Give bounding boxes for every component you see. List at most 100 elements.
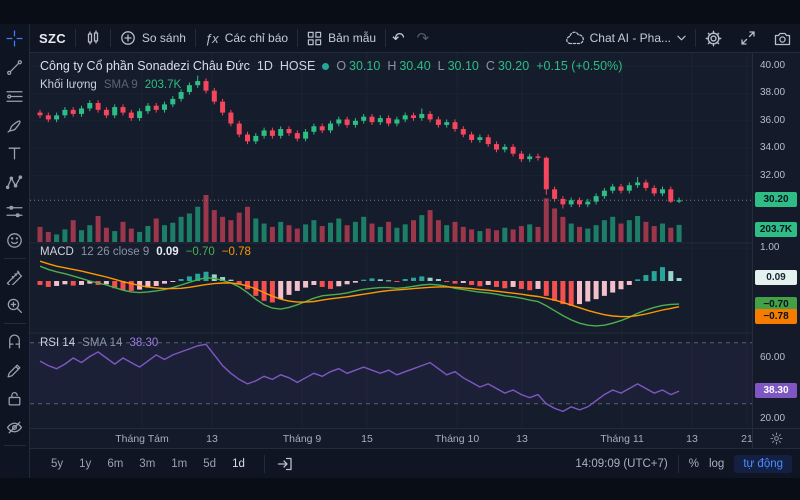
axis-value-badge: 203.7K: [755, 222, 797, 237]
eye-off-icon: [6, 421, 23, 434]
ruler-icon: [6, 270, 23, 285]
gear-icon: [705, 30, 722, 46]
crosshair-mode-button[interactable]: [0, 24, 30, 53]
time-axis[interactable]: Tháng Tám 13 Tháng 9 15 Tháng 10 13 Tháng 11 13…: [30, 428, 753, 448]
log-scale-button[interactable]: log: [708, 457, 725, 470]
axis-value-badge: 0.09: [755, 270, 797, 285]
sidebar-divider: [3, 322, 26, 324]
smiley-icon: [7, 233, 22, 248]
chat-ai-label: Chat AI - Pha...: [589, 31, 671, 45]
axis-settings-corner[interactable]: [752, 428, 800, 448]
toolbar-separator: [297, 29, 299, 47]
cloud-icon: [565, 31, 584, 45]
fib-retracement-tool[interactable]: [0, 82, 30, 111]
emoji-tool[interactable]: [0, 226, 30, 255]
toolbar-separator: [194, 29, 196, 47]
magnet-icon: [9, 334, 20, 349]
axis-tick-label: 36.00: [760, 115, 786, 126]
pattern-tool[interactable]: [0, 168, 30, 197]
toolbar-separator: [263, 454, 265, 473]
sidebar-divider: [3, 445, 26, 447]
drawing-toolbar: [0, 24, 30, 478]
forecast-tool[interactable]: [0, 197, 30, 226]
range-1m[interactable]: 1m: [171, 457, 188, 470]
fib-lines-icon: [6, 90, 23, 102]
price-axis[interactable]: 40.00 38.00 36.00 34.00 32.00 1.00 60.00 20.00 3…: [752, 53, 800, 428]
undo-button[interactable]: ↶: [392, 30, 405, 47]
range-3m[interactable]: 3m: [139, 457, 156, 470]
lock-icon: [8, 392, 21, 406]
range-5y[interactable]: 5y: [51, 457, 64, 470]
indicators-button[interactable]: ƒx Các chỉ báo: [196, 24, 297, 52]
bottom-toolbar: 5y 1y 6m 3m 1m 5d 1d 14:09:09 (UTC+7) % …: [30, 448, 800, 478]
text-icon: [8, 147, 21, 160]
grid-icon: [307, 31, 322, 45]
window-bottom-strip: [0, 478, 800, 500]
compare-button[interactable]: So sánh: [111, 24, 195, 52]
range-1y[interactable]: 1y: [79, 457, 92, 470]
text-tool[interactable]: [0, 140, 30, 169]
go-to-date-icon[interactable]: [277, 456, 293, 472]
time-tick-label: Tháng Tám: [115, 433, 169, 445]
trend-line-tool[interactable]: [0, 53, 30, 82]
axis-tick-label: 34.00: [760, 142, 786, 153]
candlestick-icon: [87, 30, 99, 45]
time-tick-label: 13: [206, 433, 218, 445]
axis-value-badge: 30.20: [755, 192, 797, 207]
magnet-mode-button[interactable]: [0, 327, 30, 356]
axis-value-badge: 38.30: [755, 383, 797, 398]
forecast-icon: [6, 205, 23, 218]
time-tick-label: 21: [741, 433, 753, 445]
pencil-icon: [7, 364, 21, 378]
sidebar-divider: [3, 258, 26, 259]
screenshot-button[interactable]: [765, 24, 800, 52]
chart-canvas[interactable]: [30, 53, 752, 428]
chat-ai-button[interactable]: Chat AI - Pha...: [557, 24, 695, 52]
crosshair-icon: [6, 30, 23, 47]
window-top-strip: [0, 0, 800, 24]
measure-tool[interactable]: [0, 262, 30, 291]
hide-drawings-button[interactable]: [0, 413, 30, 442]
symbol-button[interactable]: SZC: [30, 24, 75, 52]
fullscreen-icon: [741, 31, 755, 45]
templates-label: Bản mẫu: [328, 31, 377, 45]
plus-circle-icon: [121, 31, 135, 45]
interval-candle-button[interactable]: [76, 24, 110, 52]
axis-tick-label: 1.00: [760, 242, 780, 253]
auto-scale-button[interactable]: tự động: [734, 454, 792, 473]
toolbar-separator: [695, 29, 696, 47]
brush-tool[interactable]: [0, 111, 30, 140]
percent-scale-button[interactable]: %: [688, 457, 699, 470]
gear-icon: [770, 432, 783, 445]
redo-button[interactable]: ↷: [416, 30, 430, 47]
axis-value-badge: −0.78: [755, 309, 797, 324]
zoom-in-tool[interactable]: [0, 291, 30, 320]
range-1d[interactable]: 1d: [232, 457, 245, 470]
range-5d[interactable]: 5d: [203, 457, 217, 470]
time-tick-label: 13: [686, 433, 698, 445]
fx-icon: ƒx: [204, 30, 219, 46]
toolbar-separator: [677, 454, 679, 473]
lock-drawings-button[interactable]: [0, 384, 30, 413]
axis-options: 14:09:09 (UTC+7) % log tự động: [575, 454, 792, 473]
time-tick-label: Tháng 11: [600, 433, 644, 445]
axis-tick-label: 40.00: [760, 60, 786, 71]
indicators-label: Các chỉ báo: [224, 31, 289, 45]
drawing-mode-button[interactable]: [0, 356, 30, 385]
fullscreen-button[interactable]: [731, 24, 765, 52]
time-tick-label: Tháng 9: [282, 433, 322, 445]
settings-button[interactable]: [696, 24, 731, 52]
axis-value-badge: −0.70: [755, 297, 797, 312]
time-tick-label: 15: [361, 433, 373, 445]
toolbar-separator: [74, 29, 76, 47]
toolbar-separator: [109, 29, 111, 47]
zoom-in-icon: [7, 298, 23, 313]
range-6m[interactable]: 6m: [107, 457, 124, 470]
top-toolbar: SZC So sánh ƒx Các chỉ báo Bản mẫu ↶ ↷ C…: [0, 24, 800, 53]
chart-pane-container: Công ty Cổ phần Sonadezi Châu Đức 1D HOS…: [30, 53, 752, 428]
axis-tick-label: 20.00: [760, 413, 786, 424]
clock-label[interactable]: 14:09:09 (UTC+7): [575, 457, 668, 470]
trend-line-icon: [7, 59, 22, 75]
templates-button[interactable]: Bản mẫu: [298, 24, 385, 52]
brush-icon: [7, 119, 21, 133]
